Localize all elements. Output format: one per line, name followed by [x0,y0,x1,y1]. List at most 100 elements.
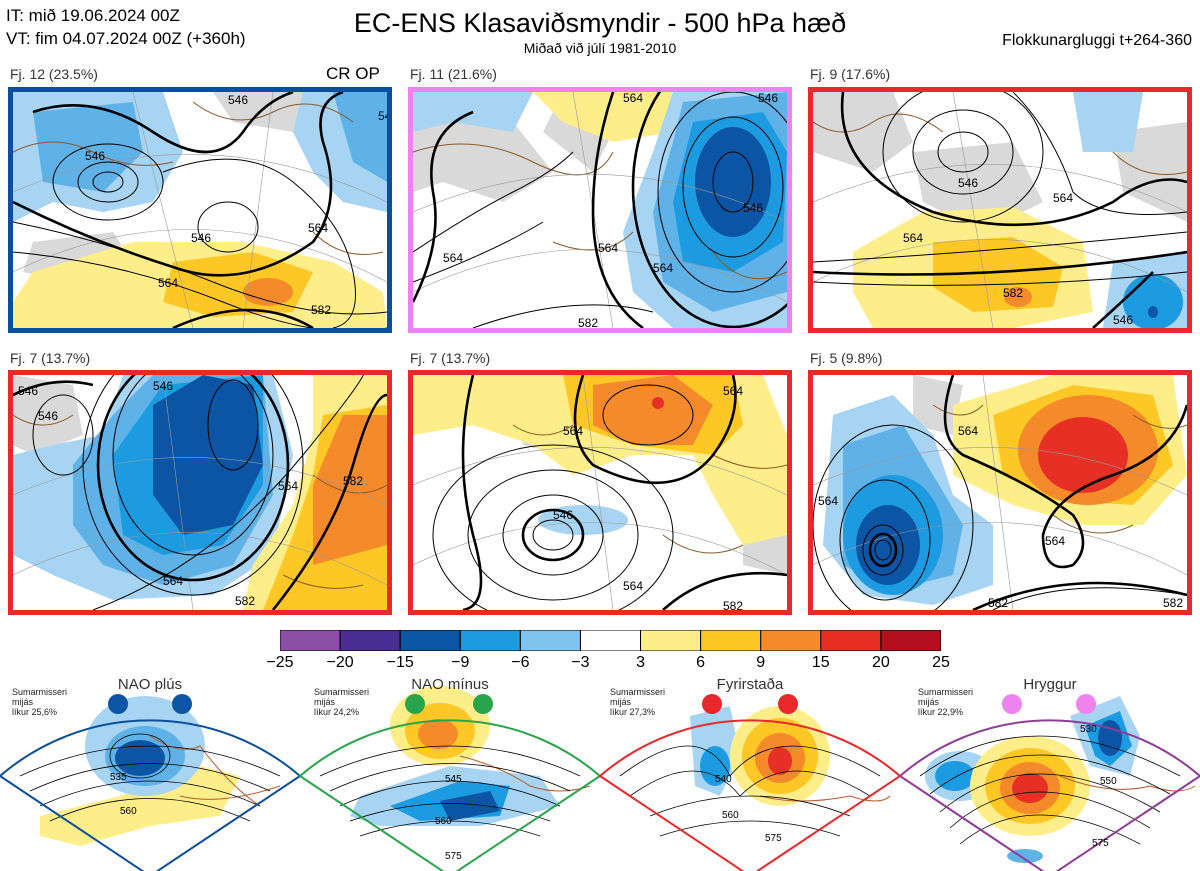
regime-title-1: NAO plús [117,676,183,693]
colorbar-swatch [700,629,762,652]
colorbar-tick: 15 [811,654,830,671]
colorbar-tick: 3 [636,654,645,671]
cluster-map-5[interactable]: 564 546 564 564 582 [408,370,792,615]
contour-label: 535 [110,772,127,783]
colorbar-tick: 9 [756,654,766,671]
cluster-1-label: Fj. 12 (23.5%) [10,66,98,82]
contour-label: 540 [715,774,732,785]
contour-label: 564 [308,221,328,235]
contour-label: 564 [1053,191,1073,205]
regime-title-3: Fyrirstaða [716,676,784,693]
valid-time: VT: fim 04.07.2024 00Z (+360h) [6,29,246,48]
colorbar-tick: 25 [932,654,950,671]
cluster-map-3[interactable]: 546 564 582 546 564 [808,87,1192,333]
contour-label: 546 [18,384,38,398]
contour-label: 546 [228,93,248,107]
regime-dot [1076,694,1096,714]
contour-label: 564 [653,261,673,275]
regime-dot [108,694,128,714]
contour-label: 582 [723,599,743,610]
regime-title-4: Hryggur [1023,676,1077,693]
regime-dot [1002,694,1022,714]
regime-note-3: Sumarmisseri mijás líkur 27,3% [610,687,666,717]
colorbar-swatch [640,629,702,652]
regime-note-4: Sumarmisseri mijás líkur 22,9% [918,687,974,717]
cluster-1-extra: CR OP [326,64,380,83]
contour-label: 564 [903,231,923,245]
cluster-4-label: Fj. 7 (13.7%) [10,350,91,366]
contour-label: 546 [38,409,58,423]
regime-note-2: Sumarmisseri mijás líkur 24,2% [314,687,370,717]
contour-label: 564 [623,579,643,593]
regime-blocking: 540 560 575 [598,694,902,871]
contour-label: 564 [278,479,298,493]
contour-label: 545 [445,774,462,785]
cluster-6-label: Fj. 5 (9.8%) [810,350,883,366]
contour-label: 560 [722,810,739,821]
contour-label: 575 [765,833,782,844]
colorbar-swatch [760,629,822,652]
colorbar-tick: 20 [872,654,890,671]
colorbar-tick: −3 [571,654,590,671]
page-subtitle: Miðað við júlí 1981-2010 [523,40,677,56]
colorbar-tick: −6 [511,654,530,671]
contour-label: 582 [1003,286,1023,300]
cluster-map-2[interactable]: 564 564 564 546 564 582 546 [408,87,792,333]
regime-title-2: NAO mínus [411,676,489,693]
colorbar-tick: −9 [451,654,470,671]
contour-label: 582 [235,594,255,608]
cluster-map-1[interactable]: 546 546 546 564 564 582 546 [8,87,392,333]
contour-label: 546 [153,379,173,393]
colorbar-swatch [519,629,581,652]
cluster-map-6[interactable]: 564 564 564 582 582 [808,370,1192,615]
colorbar-tick: −15 [386,654,414,671]
colorbar-swatch [339,629,401,652]
classification-window: Flokkunargluggi t+264-360 [1002,32,1192,49]
regime-dot [172,694,192,714]
contour-label: 564 [598,241,618,255]
regime-dot [702,694,722,714]
contour-label: 546 [378,109,387,123]
run-info: IT: mið 19.06.2024 00Z VT: fim 04.07.202… [6,4,246,50]
cluster-3-label: Fj. 9 (17.6%) [810,66,891,82]
cluster-2-label: Fj. 11 (21.6%) [410,66,497,82]
contour-label: 546 [758,92,778,105]
regime-dot [473,694,493,714]
contour-label: 582 [343,474,363,488]
contour-label: 546 [1113,313,1133,327]
cluster-map-4[interactable]: 546 546 546 564 582 564 582 [8,370,392,615]
contour-label: 564 [443,251,463,265]
contour-label: 575 [1092,838,1109,849]
colorbar-tick: 6 [696,654,706,671]
contour-label: 582 [578,316,598,328]
colorbar-swatch [399,629,461,652]
regime-note-1: Sumarmisseri mijás líkur 25,6% [12,687,68,717]
colorbar-swatch [820,629,882,652]
page-title: EC-ENS Klasaviðsmyndir - 500 hPa hæð [353,8,847,38]
contour-label: 560 [120,806,137,817]
regime-ridge: 530 550 575 [898,694,1200,871]
contour-label: 546 [958,176,978,190]
contour-label: 582 [1163,596,1183,610]
contour-label: 582 [311,303,331,317]
contour-label: 564 [1045,534,1065,548]
colorbar-tick: −20 [326,654,354,671]
regime-nao-plus: 535 560 [0,694,302,871]
colorbar [279,629,942,652]
contour-label: 546 [85,149,105,163]
colorbar-tick: −25 [266,654,294,671]
contour-label: 546 [743,201,763,215]
colorbar-swatch [880,629,942,652]
contour-label: 575 [445,851,462,862]
contour-label: 530 [1080,724,1097,735]
regime-maps: 535 560 545 560 575 [0,686,1200,871]
contour-label: 564 [563,424,583,438]
regime-dot [778,694,798,714]
cluster-5-label: Fj. 7 (13.7%) [410,350,491,366]
contour-label: 564 [818,494,838,508]
contour-label: 564 [623,92,643,105]
colorbar-swatch [579,629,642,652]
regime-dot [405,694,425,714]
colorbar-swatch [459,629,521,652]
contour-label: 550 [1100,776,1117,787]
